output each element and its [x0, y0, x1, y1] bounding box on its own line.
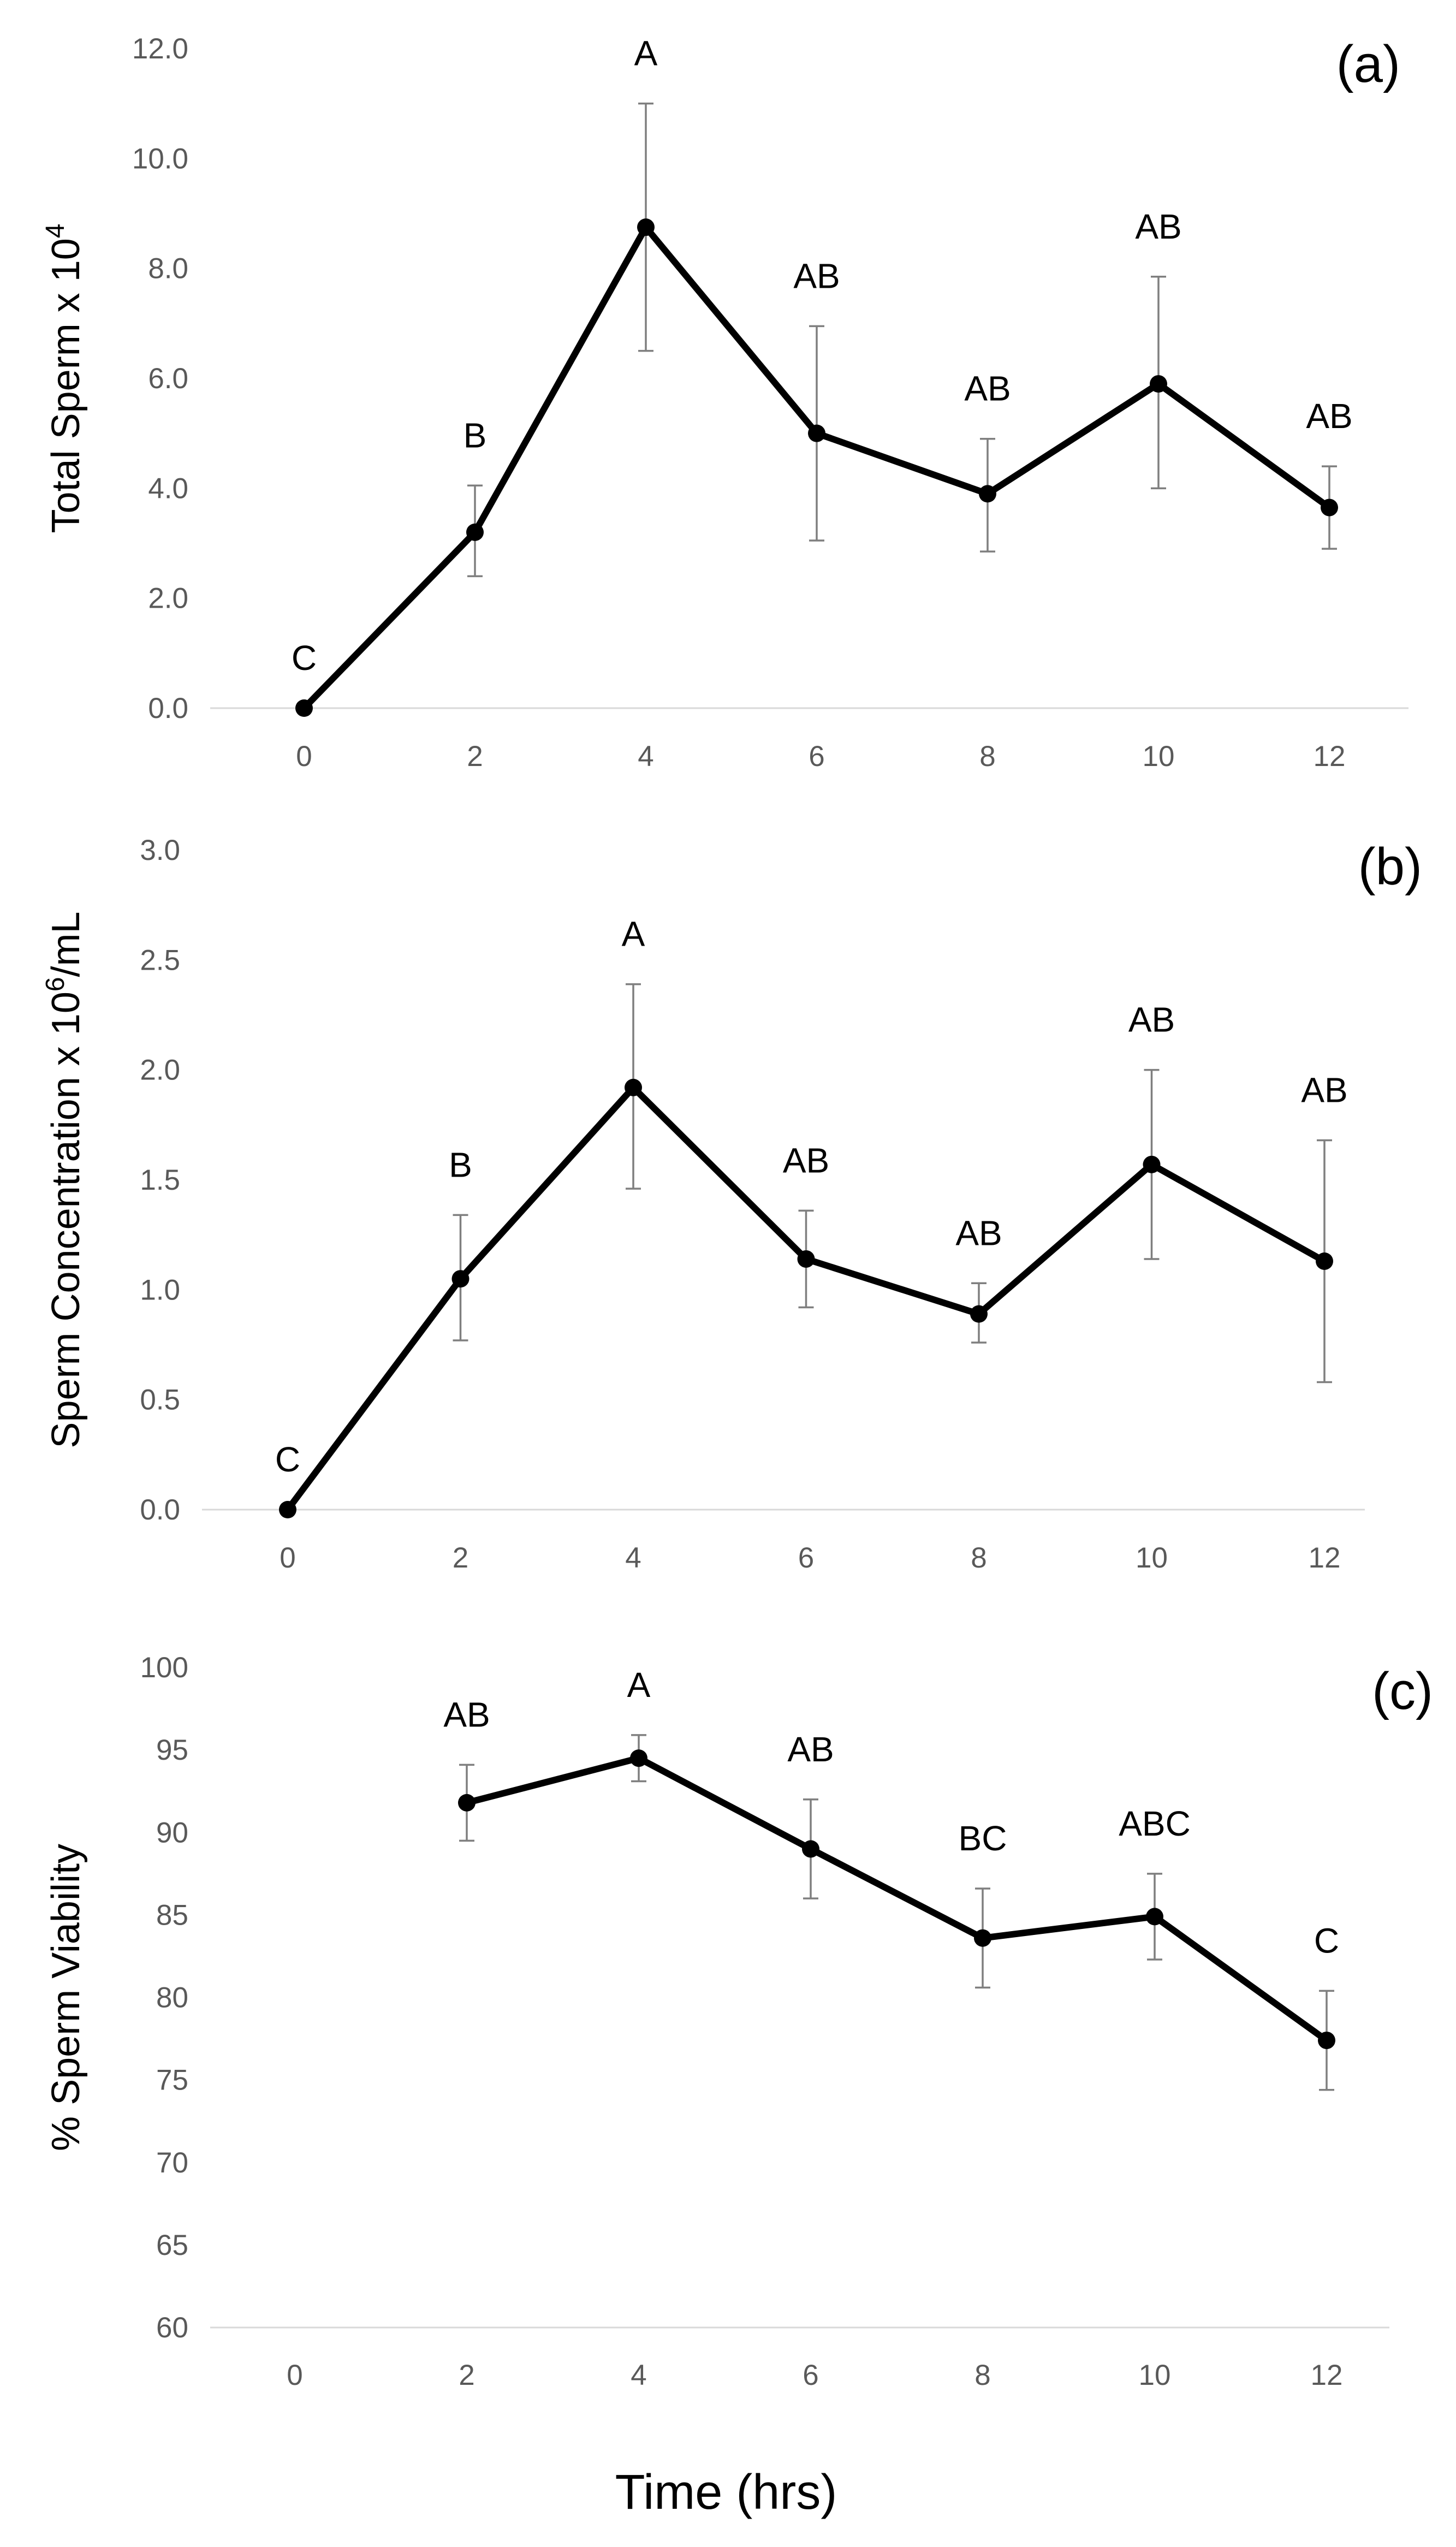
panel-label: (b)	[1358, 838, 1422, 896]
panel-c-sperm-viability: 60 65 70 75 80 85 90 95 100 0 2 4 6 8 10 12 % Sperm Viab…	[44, 1652, 1433, 2391]
significance-letter: B	[449, 1145, 472, 1184]
y-axis-title: Total Sperm x 104	[41, 224, 88, 533]
data-point	[451, 1270, 470, 1288]
x-tick-label: 2	[459, 2359, 474, 2391]
data-point	[979, 485, 996, 503]
y-tick-label: 70	[156, 2147, 188, 2179]
data-point	[279, 1501, 296, 1518]
y-tick-label: 10.0	[132, 143, 188, 175]
x-axis-title: Time (hrs)	[615, 2465, 837, 2520]
y-tick-label: 3.0	[140, 834, 180, 866]
x-tick-label: 10	[1139, 2359, 1171, 2391]
y-tick-label: 2.0	[148, 583, 188, 615]
data-point	[970, 1305, 988, 1323]
data-point	[802, 1840, 819, 1858]
significance-letter: AB	[1128, 1000, 1175, 1040]
significance-letter: AB	[964, 369, 1011, 408]
x-tick-label: 6	[798, 1542, 814, 1574]
panel-label: (c)	[1372, 1662, 1433, 1720]
significance-letter: AB	[787, 1730, 834, 1769]
panel-label: (a)	[1336, 35, 1400, 93]
x-tick-label: 8	[971, 1542, 986, 1574]
y-tick-label: 85	[156, 1899, 188, 1931]
y-tick-label: 60	[156, 2312, 188, 2344]
data-point	[637, 218, 655, 236]
y-tick-label: 80	[156, 1982, 188, 2014]
y-tick-label: 1.0	[140, 1274, 180, 1306]
significance-letter: A	[627, 1665, 651, 1705]
x-tick-label: 2	[467, 740, 483, 773]
y-tick-label: 100	[140, 1652, 188, 1684]
y-tick-label: 95	[156, 1734, 188, 1766]
data-point	[1150, 375, 1167, 393]
data-point	[1316, 1252, 1333, 1270]
y-tick-label: 0.0	[140, 1494, 180, 1526]
y-tick-label: 8.0	[148, 253, 188, 285]
y-tick-label: 75	[156, 2064, 188, 2097]
significance-letter: BC	[959, 1819, 1007, 1858]
y-tick-label: 90	[156, 1816, 188, 1849]
significance-letter: A	[622, 915, 645, 954]
x-tick-label: 10	[1136, 1542, 1168, 1574]
data-point	[630, 1749, 647, 1767]
significance-letter: AB	[1301, 1071, 1347, 1110]
x-tick-label: 8	[979, 740, 995, 773]
y-axis-title: % Sperm Viability	[44, 1844, 88, 2151]
y-tick-label: 0.0	[148, 692, 188, 725]
y-tick-label: 0.5	[140, 1384, 180, 1416]
significance-letter: ABC	[1119, 1804, 1191, 1843]
significance-letter: C	[1314, 1921, 1339, 1960]
x-tick-label: 12	[1309, 1542, 1341, 1574]
data-point	[808, 424, 825, 442]
x-tick-label: 8	[974, 2359, 990, 2391]
data-point	[458, 1794, 476, 1812]
significance-letter: AB	[1135, 207, 1181, 246]
panel-a-total-sperm: 0.0 2.0 4.0 6.0 8.0 10.0 12.0 0 2 4 6 8 10 12 Total Sp…	[41, 33, 1409, 773]
data-point	[797, 1250, 815, 1268]
x-tick-label: 0	[280, 1542, 295, 1574]
x-tick-label: 4	[638, 740, 653, 773]
x-tick-label: 6	[809, 740, 824, 773]
y-axis-title: Sperm Concentration x 106/mL	[41, 911, 88, 1448]
x-tick-label: 2	[453, 1542, 468, 1574]
data-point	[625, 1078, 642, 1096]
y-tick-label: 6.0	[148, 363, 188, 395]
data-point	[1146, 1908, 1163, 1926]
y-tick-label: 2.0	[140, 1054, 180, 1087]
significance-letter: A	[634, 34, 658, 73]
x-tick-label: 12	[1311, 2359, 1343, 2391]
x-tick-label: 12	[1314, 740, 1346, 773]
significance-letter: AB	[793, 256, 840, 295]
significance-letter: AB	[1306, 396, 1352, 436]
x-tick-label: 0	[287, 2359, 302, 2391]
y-tick-label: 4.0	[148, 472, 188, 504]
significance-letter: C	[275, 1440, 300, 1479]
significance-letter: AB	[955, 1213, 1002, 1252]
data-point	[1321, 498, 1338, 516]
x-tick-label: 4	[625, 1542, 641, 1574]
significance-letter: AB	[443, 1695, 490, 1734]
x-tick-label: 0	[296, 740, 312, 773]
y-tick-label: 2.5	[140, 944, 180, 976]
data-point	[1318, 2032, 1335, 2050]
data-point	[295, 699, 313, 717]
y-tick-label: 12.0	[132, 33, 188, 65]
data-point	[974, 1929, 991, 1947]
data-point	[466, 523, 484, 541]
x-tick-label: 4	[631, 2359, 646, 2391]
significance-letter: B	[463, 415, 487, 455]
data-point	[1143, 1155, 1161, 1173]
y-tick-label: 1.5	[140, 1164, 180, 1196]
x-tick-label: 6	[803, 2359, 818, 2391]
series-line	[466, 1755, 1329, 2043]
y-tick-label: 65	[156, 2229, 188, 2261]
x-tick-label: 10	[1143, 740, 1175, 773]
panel-b-sperm-concentration: 0.0 0.5 1.0 1.5 2.0 2.5 3.0 0 2 4 6 8 10 12 Sperm Conc…	[41, 834, 1422, 1574]
significance-letter: AB	[783, 1141, 829, 1180]
significance-letter: C	[292, 638, 317, 678]
